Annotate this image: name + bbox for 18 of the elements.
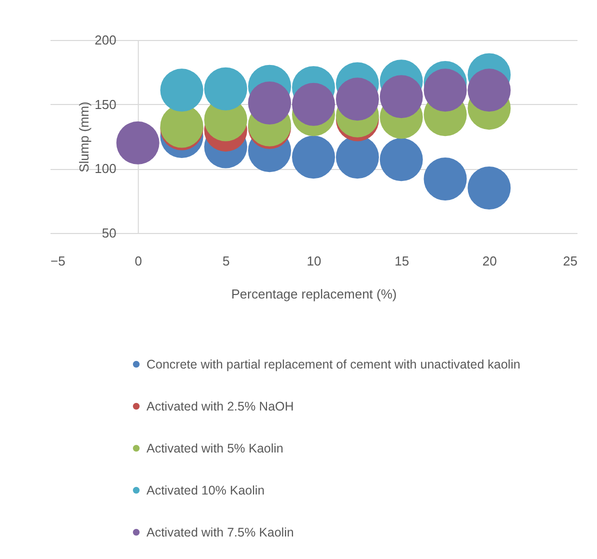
- legend-label: Activated 10% Kaolin: [146, 483, 265, 498]
- y-tick-label: 150: [94, 96, 116, 112]
- x-tick-label: 15: [394, 254, 410, 268]
- x-tick-label: 25: [563, 254, 578, 268]
- y-tick-label: 200: [94, 32, 116, 48]
- y-tick-label: 50: [102, 226, 116, 240]
- y-axis-title: Slump (mm): [76, 102, 92, 172]
- x-tick-label: 10: [306, 254, 322, 268]
- x-tick-label: 20: [482, 254, 497, 268]
- legend-label: Activated with 2.5% NaOH: [146, 399, 294, 414]
- x-tick-label: 0: [134, 254, 142, 268]
- y-tick-label: 100: [94, 161, 116, 176]
- x-tick-label: −5: [50, 254, 66, 268]
- x-axis-title: Percentage replacement (%): [231, 286, 397, 302]
- legend-label: Concrete with partial replacement of cement with unactivated kaolin: [146, 357, 520, 372]
- x-tick-label: 5: [222, 254, 230, 268]
- legend-label: Activated with 5% Kaolin: [146, 441, 284, 456]
- legend-label: Activated with 7.5% Kaolin: [146, 525, 294, 540]
